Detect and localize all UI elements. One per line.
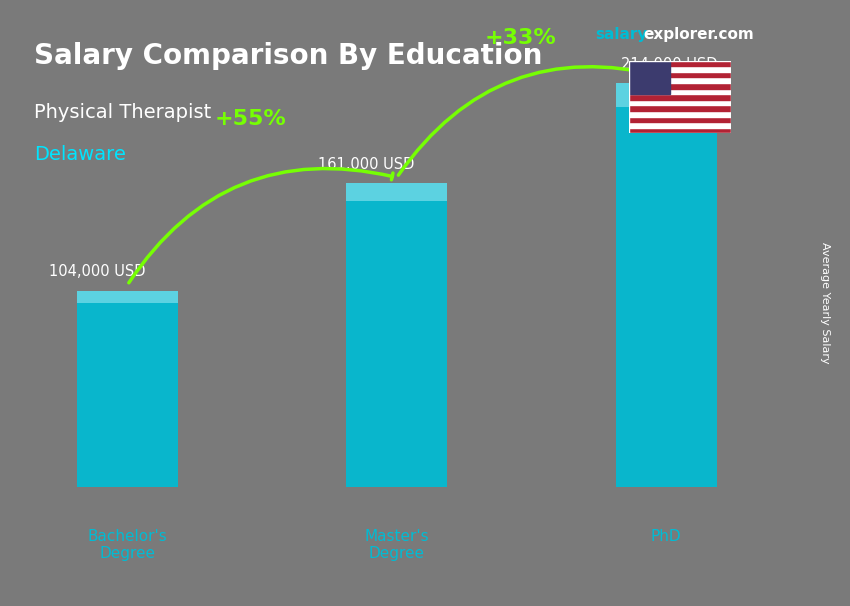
Bar xyxy=(615,83,717,107)
Text: PhD: PhD xyxy=(651,529,682,544)
Text: 161,000 USD: 161,000 USD xyxy=(318,157,415,171)
Text: +55%: +55% xyxy=(215,109,286,129)
Bar xyxy=(76,291,178,302)
Text: +33%: +33% xyxy=(484,28,556,48)
Bar xyxy=(346,183,447,487)
Bar xyxy=(629,94,731,100)
Text: salary: salary xyxy=(595,27,648,42)
Text: Salary Comparison By Education: Salary Comparison By Education xyxy=(34,42,542,70)
Text: 104,000 USD: 104,000 USD xyxy=(48,264,145,279)
Bar xyxy=(629,100,731,105)
Bar xyxy=(629,72,731,78)
Bar xyxy=(629,66,731,72)
Bar xyxy=(346,183,447,201)
Bar xyxy=(629,88,731,94)
Text: explorer.com: explorer.com xyxy=(643,27,754,42)
Bar xyxy=(76,291,178,487)
Bar xyxy=(615,83,717,487)
Text: Bachelor's
Degree: Bachelor's Degree xyxy=(88,529,167,561)
Bar xyxy=(629,128,731,133)
Text: Average Yearly Salary: Average Yearly Salary xyxy=(819,242,830,364)
Bar xyxy=(629,122,731,128)
Text: Delaware: Delaware xyxy=(34,145,126,164)
Text: Master's
Degree: Master's Degree xyxy=(365,529,429,561)
Bar xyxy=(629,61,670,94)
Bar xyxy=(629,83,731,88)
Text: 214,000 USD: 214,000 USD xyxy=(621,57,718,72)
Bar xyxy=(629,111,731,116)
Bar xyxy=(629,61,731,66)
Bar xyxy=(629,105,731,111)
Bar xyxy=(629,116,731,122)
Text: Physical Therapist: Physical Therapist xyxy=(34,103,212,122)
Bar xyxy=(629,78,731,83)
